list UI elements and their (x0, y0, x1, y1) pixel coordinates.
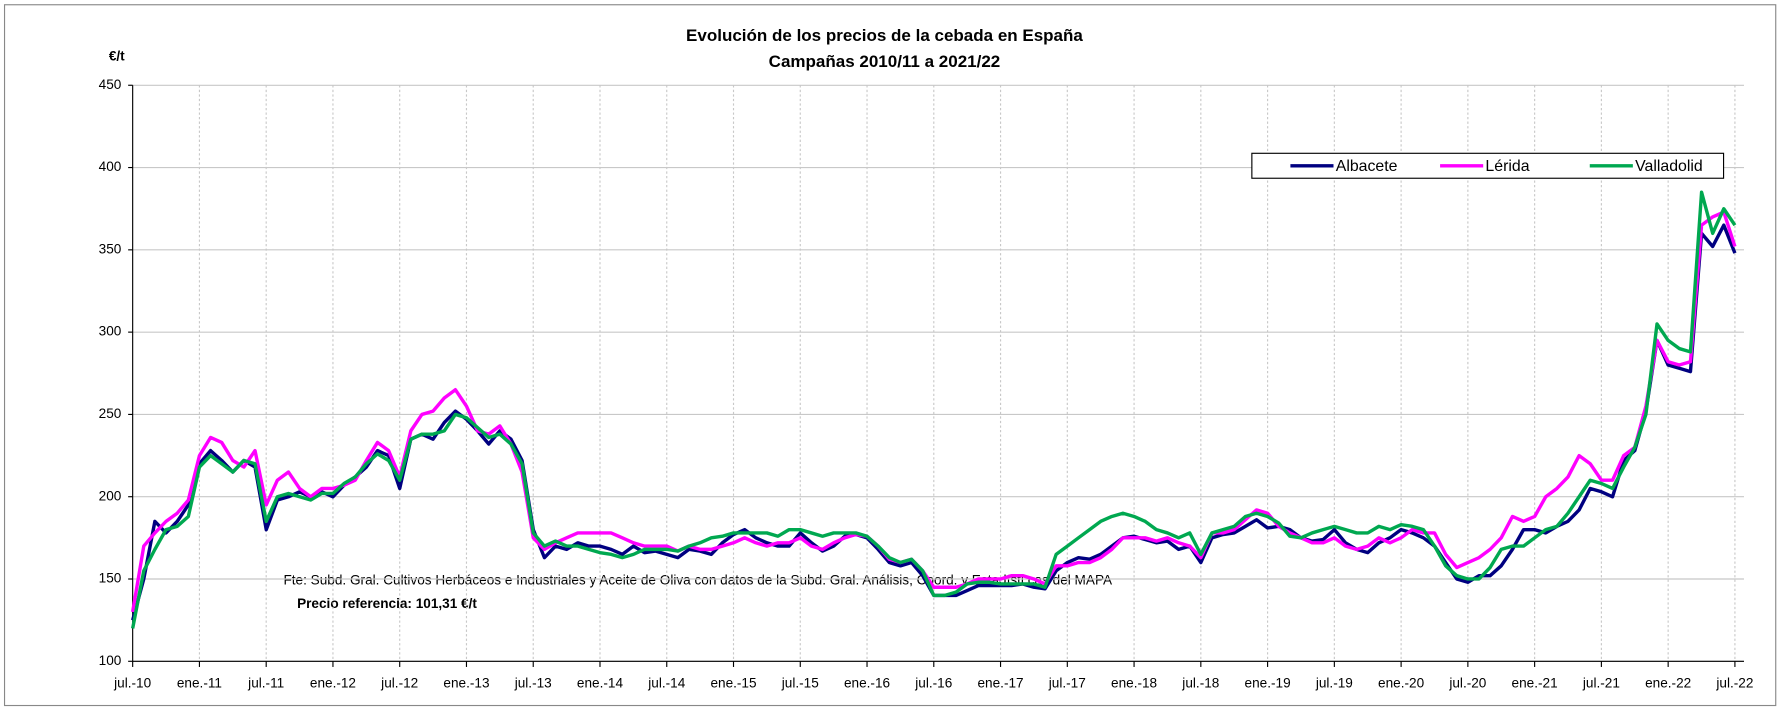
x-tick-label: ene.-17 (977, 676, 1023, 691)
x-tick-label: jul.-16 (914, 676, 952, 691)
legend-label: Albacete (1336, 158, 1398, 175)
y-tick-label: 300 (99, 324, 122, 339)
reference-price: Precio referencia: 101,31 €/t (297, 596, 477, 611)
x-tick-label: ene.-20 (1378, 676, 1425, 691)
x-tick-label: jul.-15 (781, 676, 819, 691)
x-tick-label: jul.-14 (647, 676, 685, 691)
x-tick-label: jul.-21 (1582, 676, 1620, 691)
x-tick-label: jul.-19 (1315, 676, 1353, 691)
series-line (130, 190, 1737, 629)
x-tick-label: ene.-22 (1645, 676, 1691, 691)
y-tick-label: 250 (99, 406, 122, 421)
x-tick-label: jul.-12 (380, 676, 418, 691)
x-tick-label: jul.-17 (1048, 676, 1086, 691)
x-tick-label: jul.-20 (1448, 676, 1486, 691)
x-tick-label: ene.-11 (177, 676, 222, 691)
y-tick-label: 450 (99, 77, 122, 92)
x-tick-label: jul.-18 (1181, 676, 1219, 691)
x-tick-label: jul.-10 (113, 676, 151, 691)
x-tick-label: jul.-11 (247, 676, 284, 691)
x-tick-label: ene.-14 (577, 676, 624, 691)
y-tick-label: 400 (99, 159, 122, 174)
legend-label: Valladolid (1635, 158, 1703, 175)
x-tick-label: jul.-22 (1715, 676, 1753, 691)
chart-title: Evolución de los precios de la cebada en… (686, 26, 1083, 45)
chart-subtitle: Campañas 2010/11 a 2021/22 (769, 52, 1001, 71)
y-tick-label: 200 (99, 488, 122, 503)
x-tick-label: ene.-18 (1111, 676, 1157, 691)
x-tick-label: ene.-21 (1512, 676, 1558, 691)
x-tick-label: jul.-13 (514, 676, 552, 691)
x-tick-label: ene.-15 (710, 676, 756, 691)
legend-label: Lérida (1485, 158, 1529, 175)
chart-border (3, 4, 1777, 707)
y-tick-label: 150 (99, 571, 122, 586)
x-tick-label: ene.-19 (1245, 676, 1291, 691)
y-axis-label: €/t (109, 49, 125, 64)
x-tick-label: ene.-12 (310, 676, 356, 691)
y-tick-label: 100 (99, 653, 122, 668)
y-tick-label: 350 (99, 241, 122, 256)
source-note: Fte: Subd. Gral. Cultivos Herbáceos e In… (283, 572, 1113, 587)
x-tick-label: ene.-13 (443, 676, 489, 691)
x-tick-label: ene.-16 (844, 676, 890, 691)
